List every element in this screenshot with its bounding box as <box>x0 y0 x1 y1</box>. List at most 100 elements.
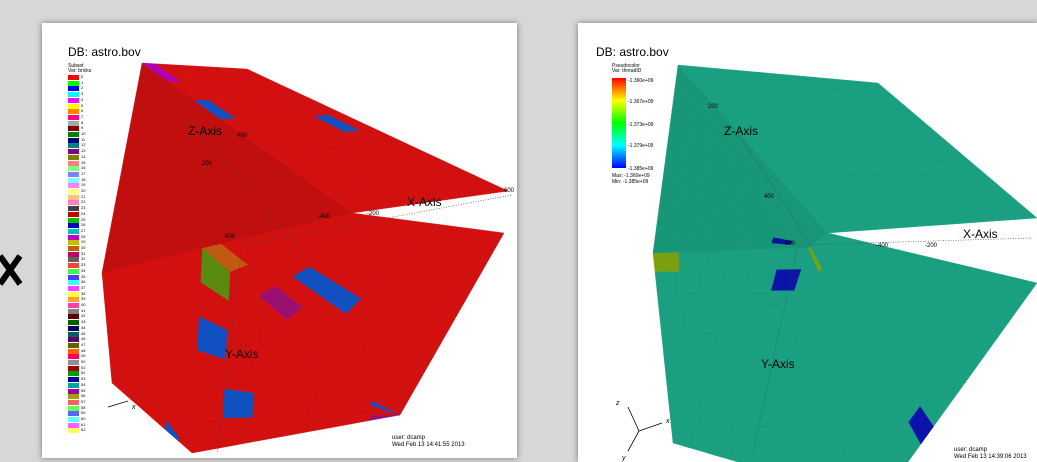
cube-cell <box>680 310 702 331</box>
subset-legend-item: 2 <box>68 85 108 92</box>
cube-cell <box>222 388 255 419</box>
cube-bottom-front <box>191 247 401 454</box>
x-axis-label: X-Axis <box>407 195 442 209</box>
subset-swatch <box>68 177 79 183</box>
subset-legend-item: 28 <box>68 234 108 241</box>
face-shade <box>102 63 352 273</box>
subset-legend-item: 24 <box>68 211 108 218</box>
subset-legend-item: 23 <box>68 205 108 212</box>
subset-label: 46 <box>81 336 86 342</box>
subset-swatch <box>68 109 79 115</box>
subset-swatch <box>68 251 79 257</box>
subset-label: 35 <box>81 273 86 279</box>
tick-label: -400 <box>318 214 331 220</box>
subset-swatch <box>68 103 79 109</box>
subset-label: 61 <box>81 421 86 427</box>
subset-swatch <box>68 126 79 132</box>
cube-cell <box>788 244 811 249</box>
subset-label: 12 <box>81 142 86 148</box>
subset-legend-item: 1 <box>68 80 108 87</box>
subset-swatch <box>68 189 79 194</box>
cube-cell <box>187 243 219 252</box>
subset-legend-item: 61 <box>68 421 108 429</box>
subset-legend-item: 3 <box>68 91 108 98</box>
subset-legend-item: 6 <box>68 108 108 115</box>
subset-swatch <box>68 382 79 388</box>
subset-legend-item: 39 <box>68 296 108 303</box>
subset-swatch <box>68 411 79 417</box>
subset-swatch <box>68 80 79 86</box>
cube-cell <box>722 290 749 312</box>
subset-legend-item: 27 <box>68 228 108 235</box>
cube-cell <box>340 415 371 427</box>
cube-cell <box>801 439 830 462</box>
subset-swatch <box>68 274 79 280</box>
cube-cell <box>252 393 284 418</box>
subset-label: 18 <box>81 176 86 182</box>
subset-label: 21 <box>81 193 86 199</box>
subset-label: 11 <box>81 136 86 142</box>
subset-swatch <box>68 166 79 172</box>
subset-swatch <box>68 394 79 400</box>
subset-legend-item: 25 <box>68 217 108 224</box>
subset-swatch <box>68 97 79 103</box>
legend-value: -1.373e+09 <box>628 122 654 128</box>
subset-legend-item: 19 <box>68 182 108 189</box>
subset-legend-item: 40 <box>68 302 108 309</box>
subset-swatch <box>68 171 79 177</box>
subset-swatch <box>68 388 79 394</box>
subset-swatch <box>68 154 79 160</box>
timestamp-label: Wed Feb 13 14:39:06 2013 <box>954 454 1027 460</box>
subset-swatch <box>68 143 79 149</box>
subset-label: 57 <box>81 398 86 404</box>
subset-swatch <box>68 132 79 137</box>
cube-cell <box>662 347 683 369</box>
subset-label: 4 <box>81 96 84 102</box>
subset-legend-item: 16 <box>68 165 108 172</box>
subset-legend-item: 37 <box>68 284 108 292</box>
cube-cell <box>726 437 746 462</box>
cube-cell <box>658 309 682 331</box>
subset-legend-item: 21 <box>68 193 108 201</box>
cube-cell <box>468 229 505 257</box>
legend-value: -1.360e+09 <box>628 78 654 84</box>
tick-label: 400 <box>237 133 248 139</box>
subset-legend-item: 41 <box>68 308 108 315</box>
subset-swatch <box>68 417 79 422</box>
subset-label: 37 <box>81 284 86 290</box>
subset-label: 40 <box>81 302 86 307</box>
subset-legend-item: 38 <box>68 291 108 298</box>
subset-label: 5 <box>81 102 84 108</box>
face-shade <box>653 65 828 253</box>
subset-label: 59 <box>81 410 86 416</box>
cube-cell <box>993 200 1037 220</box>
subset-legend-item: 46 <box>68 336 108 343</box>
cube-render: Z-Axis X-Axis Y-Axis -600 -400 -200 200 … <box>101 62 515 454</box>
subset-label: 43 <box>81 319 86 325</box>
cube-cell <box>681 348 700 371</box>
cube-cell <box>702 270 729 292</box>
cube-cell <box>1001 277 1037 302</box>
subset-swatch <box>68 291 79 297</box>
subset-legend-item: 29 <box>68 239 108 246</box>
cube-cell <box>193 384 225 420</box>
z-axis-label: Z-Axis <box>188 124 222 138</box>
cube-cell <box>370 414 401 421</box>
cube-cell <box>886 457 909 462</box>
cube-cell <box>697 369 716 393</box>
subset-swatch <box>68 194 79 200</box>
subset-legend-item: 55 <box>68 388 108 395</box>
subset-label: 60 <box>81 416 86 421</box>
subset-swatch <box>68 399 79 405</box>
subset-swatch <box>68 114 79 120</box>
tick-label: 400 <box>764 194 775 200</box>
y-axis-line <box>752 244 799 454</box>
y-axis-label: Y-Axis <box>761 357 795 371</box>
triad-x-label: x <box>131 404 136 411</box>
cube-cell <box>682 407 697 430</box>
subset-legend-item: 44 <box>68 325 108 332</box>
subset-label: 26 <box>81 222 86 228</box>
cube-cell <box>151 331 198 454</box>
subset-label: 19 <box>81 182 86 188</box>
subset-label: 45 <box>81 330 86 336</box>
